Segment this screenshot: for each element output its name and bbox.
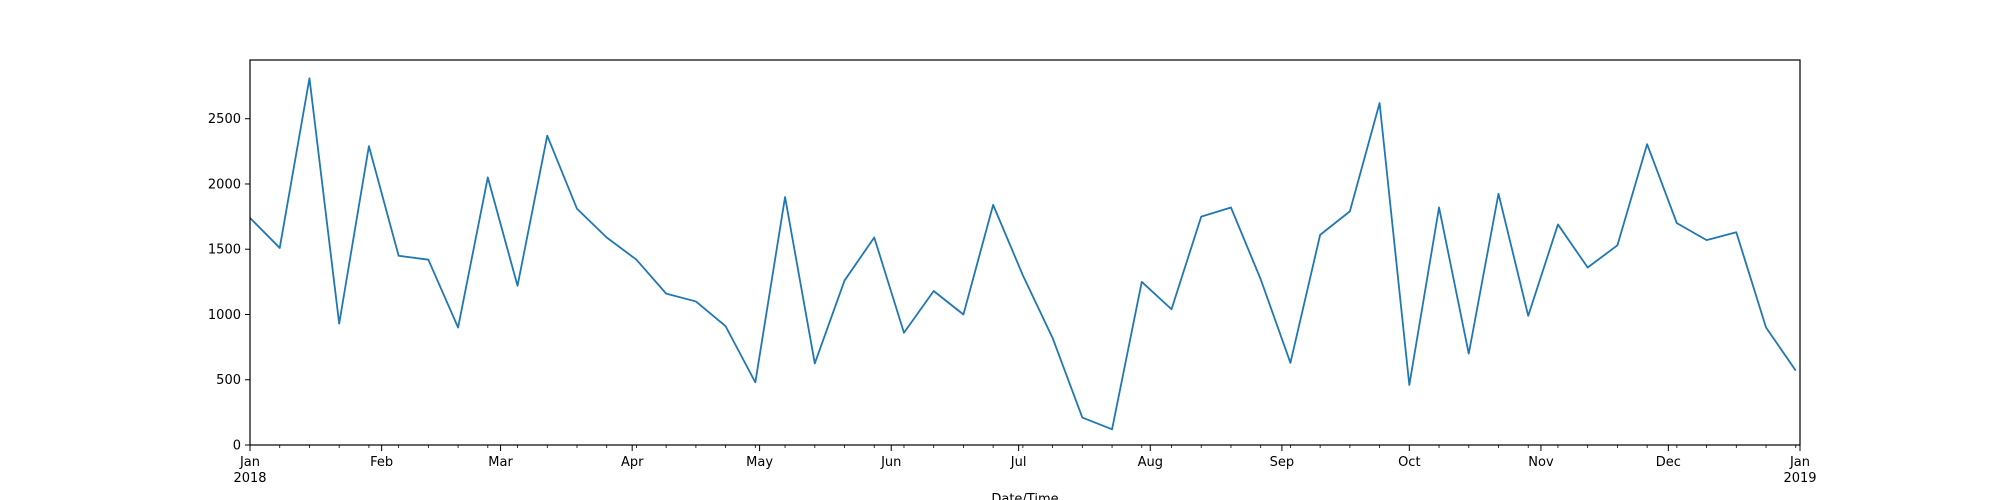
x-tick-label: Jan [1789,455,1810,470]
x-tick-label: Apr [621,455,644,470]
x-tick-label: Sep [1270,455,1295,470]
y-tick-label: 500 [216,373,241,388]
x-tick-label: Feb [370,455,393,470]
y-tick-label: 1000 [208,308,241,323]
series-line-0 [249,77,1797,431]
y-tick-label: 2500 [208,112,241,127]
x-tick-label: Aug [1138,455,1163,470]
series-layer [249,77,1797,431]
x-tick-label: Mar [488,455,513,470]
x-tick-label: Jul [1010,455,1027,470]
x-tick-label: Jan [239,455,260,470]
y-tick-label: 1500 [208,243,241,258]
plot-area-frame [249,59,1801,446]
x-tick-label: Oct [1398,455,1420,470]
x-tick-year-label: 2019 [1783,471,1816,486]
x-tick-label: May [746,455,773,470]
x-axis-label: Date/Time [991,492,1058,500]
x-tick-year-label: 2018 [233,471,266,486]
y-axis: 0 500 1000 1500 2000 2500 [208,112,250,454]
y-tick-label: 2000 [208,177,241,192]
y-tick-label: 0 [233,439,241,454]
x-tick-label: Jun [880,455,901,470]
x-tick-label: Dec [1656,455,1681,470]
x-tick-label: Nov [1528,455,1554,470]
